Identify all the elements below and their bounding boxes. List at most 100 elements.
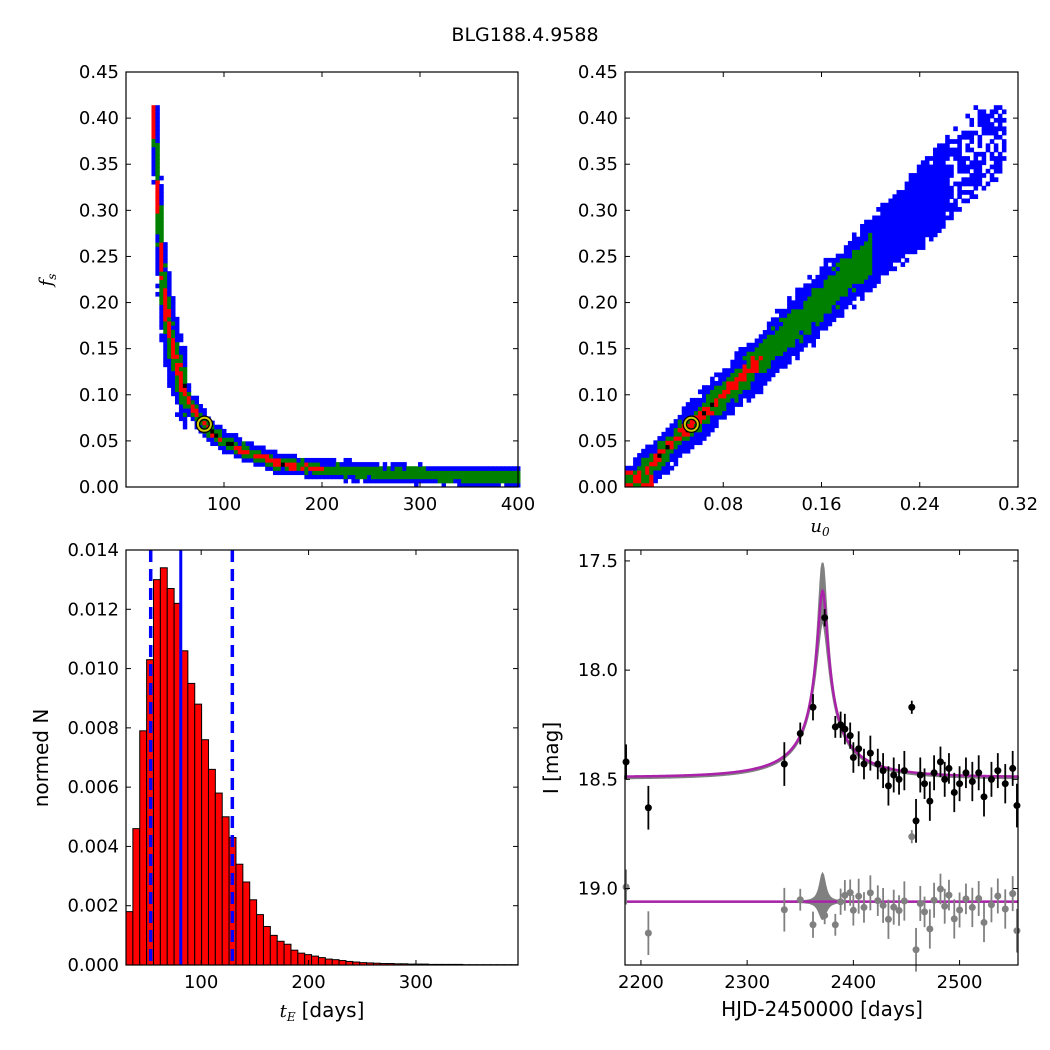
p1-cell-586 (453, 474, 458, 480)
p2-cell-328 (746, 363, 752, 369)
p1-cell-391 (288, 466, 294, 471)
p2-cell-514 (799, 300, 804, 306)
p2-cell-169 (693, 406, 699, 412)
p2-cell-421 (774, 342, 780, 348)
p2-cell-901 (896, 194, 902, 200)
p2-cell-355 (754, 355, 760, 361)
p1-cell-659 (512, 478, 517, 484)
p2-cell-815 (876, 219, 881, 225)
p1-cell-74 (159, 279, 164, 285)
p2-cell-84 (665, 470, 671, 475)
p1-cell-606 (469, 474, 474, 480)
p2-cell-765 (864, 223, 869, 229)
p1-cell-316 (229, 437, 235, 442)
p2-cell-590 (819, 279, 825, 284)
p2-cell-727 (856, 253, 861, 259)
p1-cell-221 (178, 337, 184, 343)
p2-cell-463 (787, 334, 792, 340)
p2-cell-267 (726, 368, 731, 373)
p2-cell-1195 (969, 181, 975, 187)
p3-bar-12 (207, 768, 216, 966)
p2-cell-465 (787, 325, 792, 331)
p2-cell-179 (697, 410, 703, 416)
p1-cell-209 (178, 391, 184, 397)
p1-ytick-label-4: 0.20 (79, 293, 119, 314)
p2-cell-536 (807, 325, 812, 331)
p1-cell-409 (304, 470, 309, 476)
p2-cell-445 (783, 355, 788, 361)
p1-cell-241 (182, 350, 188, 355)
p2-cell-656 (839, 313, 845, 318)
p2-cell-597 (823, 313, 829, 318)
p2-cell-407 (770, 347, 776, 352)
p2-cell-1094 (937, 151, 942, 157)
p2-cell-394 (766, 347, 772, 352)
p2-cell-1279 (997, 156, 1003, 161)
p2-cell-1092 (937, 160, 942, 166)
p2-cell-775 (868, 253, 873, 259)
p1-cell-243 (186, 412, 192, 417)
p2-cell-216 (710, 397, 715, 403)
p1-cell-619 (480, 482, 486, 488)
p1-cell-611 (472, 474, 478, 480)
p1-cell-269 (198, 412, 203, 417)
p2-cell-22 (637, 461, 642, 467)
p2-cell-829 (880, 223, 885, 229)
p1-cell-153 (167, 283, 172, 289)
p2-cell-280 (730, 359, 735, 365)
p1-cell-457 (343, 474, 348, 480)
p2-cell-804 (876, 266, 881, 272)
p2-cell-259 (726, 402, 731, 407)
p1-cell-11 (151, 130, 156, 135)
p2-best-fit-marker (683, 416, 699, 432)
p4-res-point-39 (1013, 927, 1021, 935)
p2-cell-541 (807, 304, 812, 310)
p1-cell-125 (163, 254, 168, 260)
p4-res-point-17 (890, 903, 898, 911)
p1-cell-435 (323, 466, 329, 471)
p2-cell-343 (750, 355, 756, 361)
p2-cell-801 (876, 279, 881, 284)
p2-cell-742 (860, 253, 865, 259)
p2-cell-1266 (993, 160, 999, 166)
p2-cell-577 (815, 279, 821, 284)
p1-cell-259 (194, 416, 200, 422)
p2-cell-291 (734, 359, 739, 365)
p1-cell-552 (421, 478, 427, 484)
p2-cell-906 (900, 245, 906, 250)
p2-cell-209 (710, 427, 715, 433)
p2-cell-1254 (989, 164, 995, 170)
p2-cell-473 (791, 351, 796, 356)
p2-cell-587 (819, 291, 825, 297)
p1-cell-560 (429, 478, 435, 484)
p1-best-fit-marker (196, 416, 212, 432)
p1-cell-343 (249, 441, 254, 446)
p1-cell-22 (155, 262, 160, 268)
p2-cell-193 (702, 397, 707, 403)
p2-cell-45 (649, 478, 654, 484)
p2-ytick-label-3: 0.15 (578, 339, 618, 360)
p2-cell-468 (787, 313, 792, 318)
p1-cell-572 (441, 482, 446, 488)
p2-cell-234 (718, 414, 723, 420)
p3-bar-13 (214, 792, 223, 966)
p2-cell-1230 (977, 113, 983, 119)
p2-cell-1226 (977, 139, 983, 144)
p2-cell-480 (791, 321, 796, 327)
p4-point-12 (860, 760, 868, 768)
p2-cell-200 (706, 419, 711, 424)
p2-cell-1174 (961, 177, 966, 183)
p1-cell-175 (171, 316, 176, 322)
p1-cell-198 (175, 333, 180, 339)
p2-cell-296 (738, 393, 744, 399)
p1-cell-451 (335, 462, 341, 467)
p2-cell-987 (916, 198, 922, 204)
p2-cell-557 (811, 304, 816, 310)
p3-ytick-label-3: 0.006 (67, 777, 119, 798)
p3-bar-6 (166, 588, 175, 966)
p2-cell-57 (653, 465, 658, 471)
p2-cell-322 (746, 389, 752, 395)
p2-cell-39 (645, 461, 650, 467)
p1-cell-579 (445, 470, 450, 476)
p1-ytick-label-2: 0.10 (79, 385, 119, 406)
